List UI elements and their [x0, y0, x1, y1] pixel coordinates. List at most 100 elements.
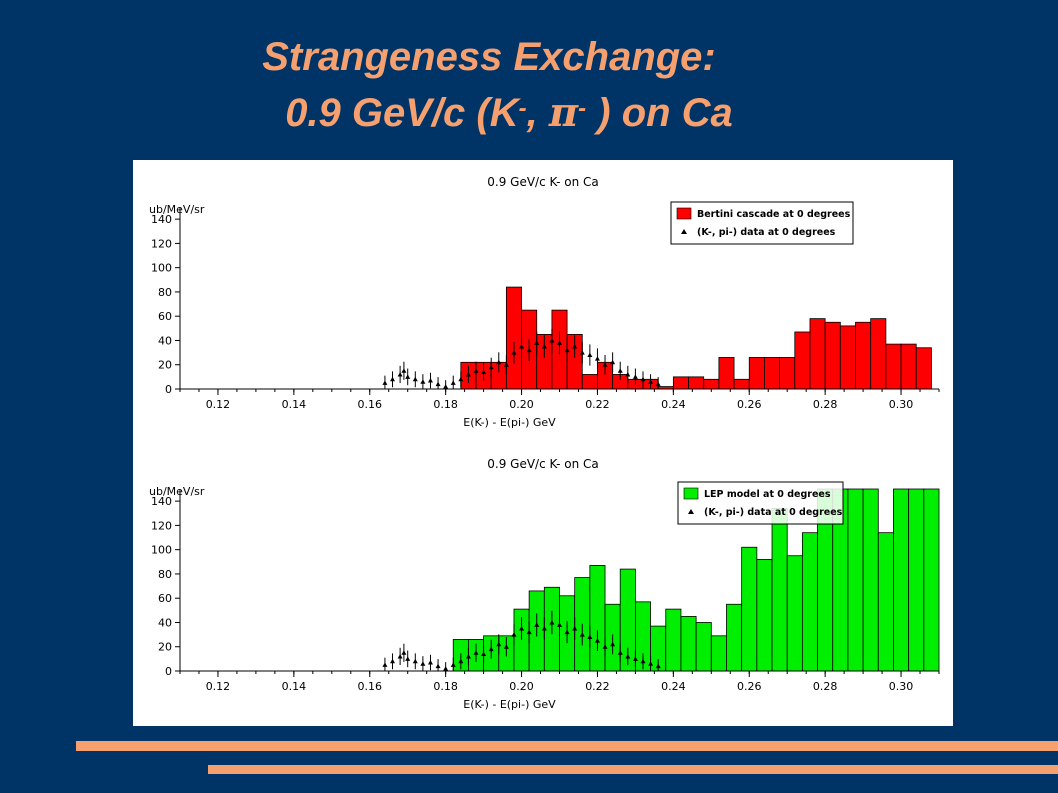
- y-tick-label: 60: [158, 592, 172, 605]
- data-point: [640, 376, 646, 382]
- data-point: [572, 626, 578, 631]
- y-tick-label: 120: [151, 519, 172, 532]
- data-point: [481, 369, 487, 375]
- data-point: [511, 350, 517, 355]
- data-point: [473, 368, 479, 373]
- data-point: [594, 356, 600, 361]
- x-tick-label: 0.20: [509, 398, 534, 411]
- x-tick-label: 0.24: [661, 398, 686, 411]
- legend-label-data: (K-, pi-) data at 0 degrees: [697, 227, 836, 238]
- data-point: [496, 641, 502, 647]
- x-axis-label: E(K-) - E(pi-) GeV: [463, 698, 556, 711]
- data-point: [594, 638, 600, 643]
- data-point: [390, 376, 396, 382]
- model-bar: [748, 357, 765, 390]
- legend-label-model: LEP model at 0 degrees: [704, 489, 831, 500]
- data-point: [488, 364, 494, 370]
- data-point: [534, 622, 540, 627]
- x-tick-label: 0.30: [889, 398, 914, 411]
- data-point: [602, 362, 608, 367]
- model-bar: [893, 488, 910, 672]
- legend-box: [677, 481, 844, 525]
- data-point: [602, 644, 608, 649]
- model-bar: [703, 378, 720, 390]
- data-point: [401, 650, 407, 655]
- x-tick-label: 0.22: [585, 680, 610, 693]
- model-bar: [505, 286, 522, 390]
- data-point: [648, 379, 654, 384]
- data-point: [610, 359, 616, 365]
- model-bar: [847, 488, 864, 672]
- x-tick-label: 0.14: [282, 398, 307, 411]
- data-point: [420, 379, 426, 384]
- data-point: [617, 368, 623, 373]
- data-point: [541, 344, 547, 349]
- data-point: [401, 368, 407, 373]
- data-point: [435, 381, 441, 387]
- data-point: [427, 660, 433, 665]
- data-point: [382, 662, 388, 667]
- data-point: [405, 374, 411, 379]
- data-point: [397, 653, 403, 659]
- model-bar: [726, 603, 743, 672]
- x-tick-label: 0.16: [358, 398, 383, 411]
- data-point: [541, 626, 547, 631]
- model-bar: [695, 622, 712, 672]
- data-point: [511, 632, 517, 637]
- data-point: [488, 646, 494, 652]
- model-bar: [801, 532, 818, 672]
- x-tick-label: 0.18: [433, 398, 458, 411]
- x-tick-label: 0.12: [206, 398, 231, 411]
- x-tick-label: 0.28: [813, 398, 838, 411]
- y-tick-label: 100: [151, 262, 172, 275]
- model-bar: [733, 378, 750, 390]
- data-point: [572, 344, 578, 349]
- y-tick-label: 140: [151, 213, 172, 226]
- model-bar: [900, 343, 917, 390]
- model-bar: [589, 565, 606, 672]
- data-point: [564, 629, 570, 635]
- data-point: [648, 661, 654, 666]
- data-point: [503, 644, 509, 649]
- model-bar: [672, 376, 689, 390]
- data-point: [443, 666, 449, 671]
- data-point: [390, 658, 396, 664]
- data-point: [412, 658, 418, 664]
- y-tick-label: 140: [151, 495, 172, 508]
- x-tick-label: 0.22: [585, 398, 610, 411]
- data-point: [465, 653, 471, 659]
- model-bar: [688, 376, 705, 390]
- model-bar: [680, 615, 697, 672]
- y-tick-label: 20: [158, 641, 172, 654]
- data-point: [397, 371, 403, 377]
- data-point: [640, 658, 646, 664]
- data-point: [450, 380, 456, 385]
- x-axis-label: E(K-) - E(pi-) GeV: [463, 416, 556, 429]
- data-point: [579, 350, 585, 355]
- legend-swatch-model: [676, 207, 692, 220]
- data-point: [610, 641, 616, 647]
- slide-title-line1: Strangeness Exchange:: [262, 35, 716, 79]
- data-point: [625, 653, 631, 659]
- data-point: [382, 380, 388, 385]
- model-bar: [809, 318, 826, 390]
- legend-label-model: Bertini cascade at 0 degrees: [697, 209, 851, 220]
- y-tick-label: 120: [151, 237, 172, 250]
- data-point: [557, 622, 562, 627]
- model-bar: [665, 608, 682, 672]
- model-bar: [764, 357, 781, 390]
- data-point: [473, 650, 479, 655]
- model-bar: [839, 325, 856, 390]
- data-point: [427, 378, 433, 383]
- x-tick-label: 0.12: [206, 680, 231, 693]
- data-point: [655, 381, 661, 387]
- data-point: [549, 619, 555, 625]
- data-point: [405, 656, 411, 661]
- data-point: [655, 663, 661, 669]
- chart-title: 0.9 GeV/c K- on Ca: [487, 175, 599, 189]
- x-tick-label: 0.26: [737, 680, 762, 693]
- legend-marker-data: [688, 509, 694, 514]
- data-point: [617, 650, 623, 655]
- legend-swatch-model: [683, 487, 699, 500]
- data-point: [587, 352, 593, 358]
